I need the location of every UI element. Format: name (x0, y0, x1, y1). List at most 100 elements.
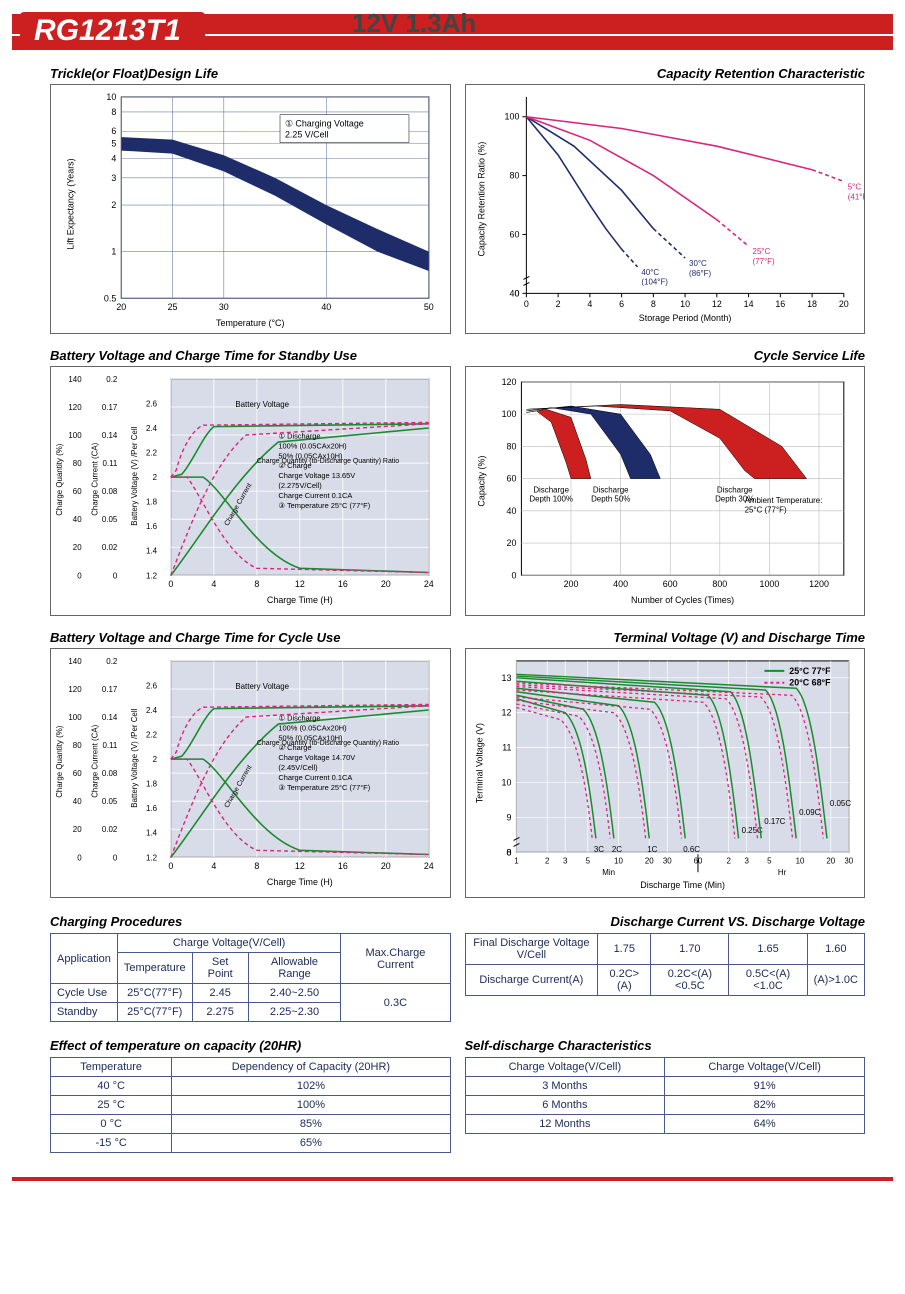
svg-text:10: 10 (614, 856, 623, 865)
charging-title: Charging Procedures (50, 914, 451, 929)
svg-text:10: 10 (680, 299, 690, 309)
svg-text:4: 4 (111, 153, 116, 163)
svg-text:Charge Current 0.1CA: Charge Current 0.1CA (278, 773, 352, 782)
svg-text:30: 30 (844, 856, 853, 865)
svg-text:Charge Time (H): Charge Time (H) (267, 595, 333, 605)
svg-text:Battery Voltage (V) /Per Cell: Battery Voltage (V) /Per Cell (130, 708, 139, 807)
svg-text:20: 20 (73, 825, 82, 834)
svg-text:50% (0.05CAx10H): 50% (0.05CAx10H) (278, 451, 343, 460)
svg-text:60: 60 (506, 474, 516, 484)
svg-text:50% (0.05CAx10H): 50% (0.05CAx10H) (278, 733, 343, 742)
svg-text:2: 2 (726, 856, 730, 865)
svg-text:Lift Expectancy (Years): Lift Expectancy (Years) (66, 158, 76, 249)
svg-text:Charge Quantity (%): Charge Quantity (%) (55, 443, 64, 516)
svg-text:40: 40 (73, 797, 82, 806)
svg-text:0: 0 (77, 571, 82, 580)
svg-text:8: 8 (111, 107, 116, 117)
svg-text:11: 11 (502, 743, 511, 753)
svg-text:0: 0 (113, 853, 118, 862)
svg-text:0.08: 0.08 (102, 487, 118, 496)
svg-text:100% (0.05CAx20H): 100% (0.05CAx20H) (278, 441, 347, 450)
svg-text:Charge Current (CA): Charge Current (CA) (90, 724, 99, 797)
svg-text:120: 120 (68, 685, 82, 694)
svg-text:(2.275V/Cell): (2.275V/Cell) (278, 481, 322, 490)
svg-text:25°C 77°F: 25°C 77°F (789, 666, 831, 676)
terminal-chart: 89101112130123510203060235102030MinHrDis… (465, 648, 866, 898)
svg-text:140: 140 (68, 375, 82, 384)
svg-text:0: 0 (523, 299, 528, 309)
svg-text:8: 8 (650, 299, 655, 309)
svg-text:Charge Voltage 13.65V: Charge Voltage 13.65V (278, 471, 355, 480)
svg-text:Charge Current 0.1CA: Charge Current 0.1CA (278, 491, 352, 500)
th-max: Max.Charge Current (341, 934, 450, 984)
terminal-title: Terminal Voltage (V) and Discharge Time (465, 630, 866, 645)
svg-text:0.17C: 0.17C (764, 817, 785, 826)
svg-text:1.4: 1.4 (146, 547, 158, 556)
spec-text: 12V 1.3Ah (352, 8, 476, 39)
svg-text:(77°F): (77°F) (752, 257, 774, 266)
svg-text:(86°F): (86°F) (689, 269, 711, 278)
selfdis-table: Charge Voltage(V/Cell) Charge Voltage(V/… (465, 1057, 866, 1134)
svg-text:25°C (77°F): 25°C (77°F) (744, 506, 786, 515)
svg-text:1C: 1C (647, 845, 657, 854)
svg-text:80: 80 (506, 441, 516, 451)
svg-text:24: 24 (424, 861, 434, 871)
svg-text:1.6: 1.6 (146, 804, 158, 813)
svg-text:100: 100 (68, 431, 82, 440)
retention-title: Capacity Retention Characteristic (465, 66, 866, 81)
svg-text:1: 1 (514, 856, 519, 865)
table-row: 40 °C102% (51, 1077, 451, 1096)
svg-text:12: 12 (295, 861, 305, 871)
svg-text:4: 4 (587, 299, 592, 309)
cyclelife-chart: 20040060080010001200020406080100120Disch… (465, 366, 866, 616)
svg-text:20: 20 (826, 856, 835, 865)
th-app: Application (51, 934, 118, 984)
cycleuse-title: Battery Voltage and Charge Time for Cycl… (50, 630, 451, 645)
svg-text:2.25 V/Cell: 2.25 V/Cell (285, 130, 329, 140)
svg-text:40: 40 (321, 302, 331, 312)
svg-text:Depth 50%: Depth 50% (591, 494, 630, 503)
table-row: -15 °C65% (51, 1134, 451, 1153)
svg-text:Discharge Time (Min): Discharge Time (Min) (640, 880, 725, 890)
svg-text:Charge Time (H): Charge Time (H) (267, 877, 333, 887)
svg-text:400: 400 (613, 579, 628, 589)
svg-text:Discharge: Discharge (716, 485, 752, 494)
svg-text:0: 0 (77, 853, 82, 862)
svg-text:1: 1 (111, 247, 116, 257)
svg-text:40: 40 (506, 506, 516, 516)
svg-text:0.05: 0.05 (102, 797, 118, 806)
svg-text:2C: 2C (611, 845, 621, 854)
svg-text:0.2: 0.2 (106, 657, 117, 666)
svg-text:(41°F): (41°F) (847, 192, 864, 201)
svg-text:60: 60 (73, 487, 82, 496)
svg-text:120: 120 (501, 377, 516, 387)
svg-text:Capacity (%): Capacity (%) (476, 456, 486, 507)
svg-text:60: 60 (73, 769, 82, 778)
svg-text:Capacity Retention Ratio (%): Capacity Retention Ratio (%) (476, 142, 486, 257)
dischargev-table: Final Discharge Voltage V/Cell 1.75 1.70… (465, 933, 866, 996)
svg-text:0: 0 (506, 847, 511, 857)
svg-text:Ambient Temperature:: Ambient Temperature: (744, 496, 822, 505)
svg-text:18: 18 (807, 299, 817, 309)
header: RG1213T1 12V 1.3Ah (12, 14, 893, 50)
svg-text:2.4: 2.4 (146, 424, 158, 433)
svg-text:0.05: 0.05 (102, 515, 118, 524)
svg-text:1000: 1000 (759, 579, 779, 589)
svg-text:Terminal Voltage (V): Terminal Voltage (V) (474, 723, 484, 803)
th-ar: Allowable Range (248, 953, 341, 984)
table-row: Final Discharge Voltage V/Cell 1.75 1.70… (465, 934, 865, 965)
svg-text:0.17: 0.17 (102, 403, 117, 412)
svg-text:20°C 68°F: 20°C 68°F (789, 678, 831, 688)
svg-text:12: 12 (501, 708, 511, 718)
svg-text:13: 13 (501, 673, 511, 683)
svg-text:0.5: 0.5 (104, 293, 116, 303)
svg-text:5°C: 5°C (847, 182, 861, 191)
svg-text:4: 4 (211, 579, 216, 589)
table-row: Cycle Use 25°C(77°F) 2.45 2.40~2.50 0.3C (51, 984, 451, 1003)
svg-text:① Discharge: ① Discharge (278, 713, 320, 722)
svg-text:80: 80 (73, 459, 82, 468)
svg-text:800: 800 (712, 579, 727, 589)
svg-text:0.02: 0.02 (102, 825, 117, 834)
svg-text:30°C: 30°C (689, 259, 707, 268)
svg-text:600: 600 (662, 579, 677, 589)
